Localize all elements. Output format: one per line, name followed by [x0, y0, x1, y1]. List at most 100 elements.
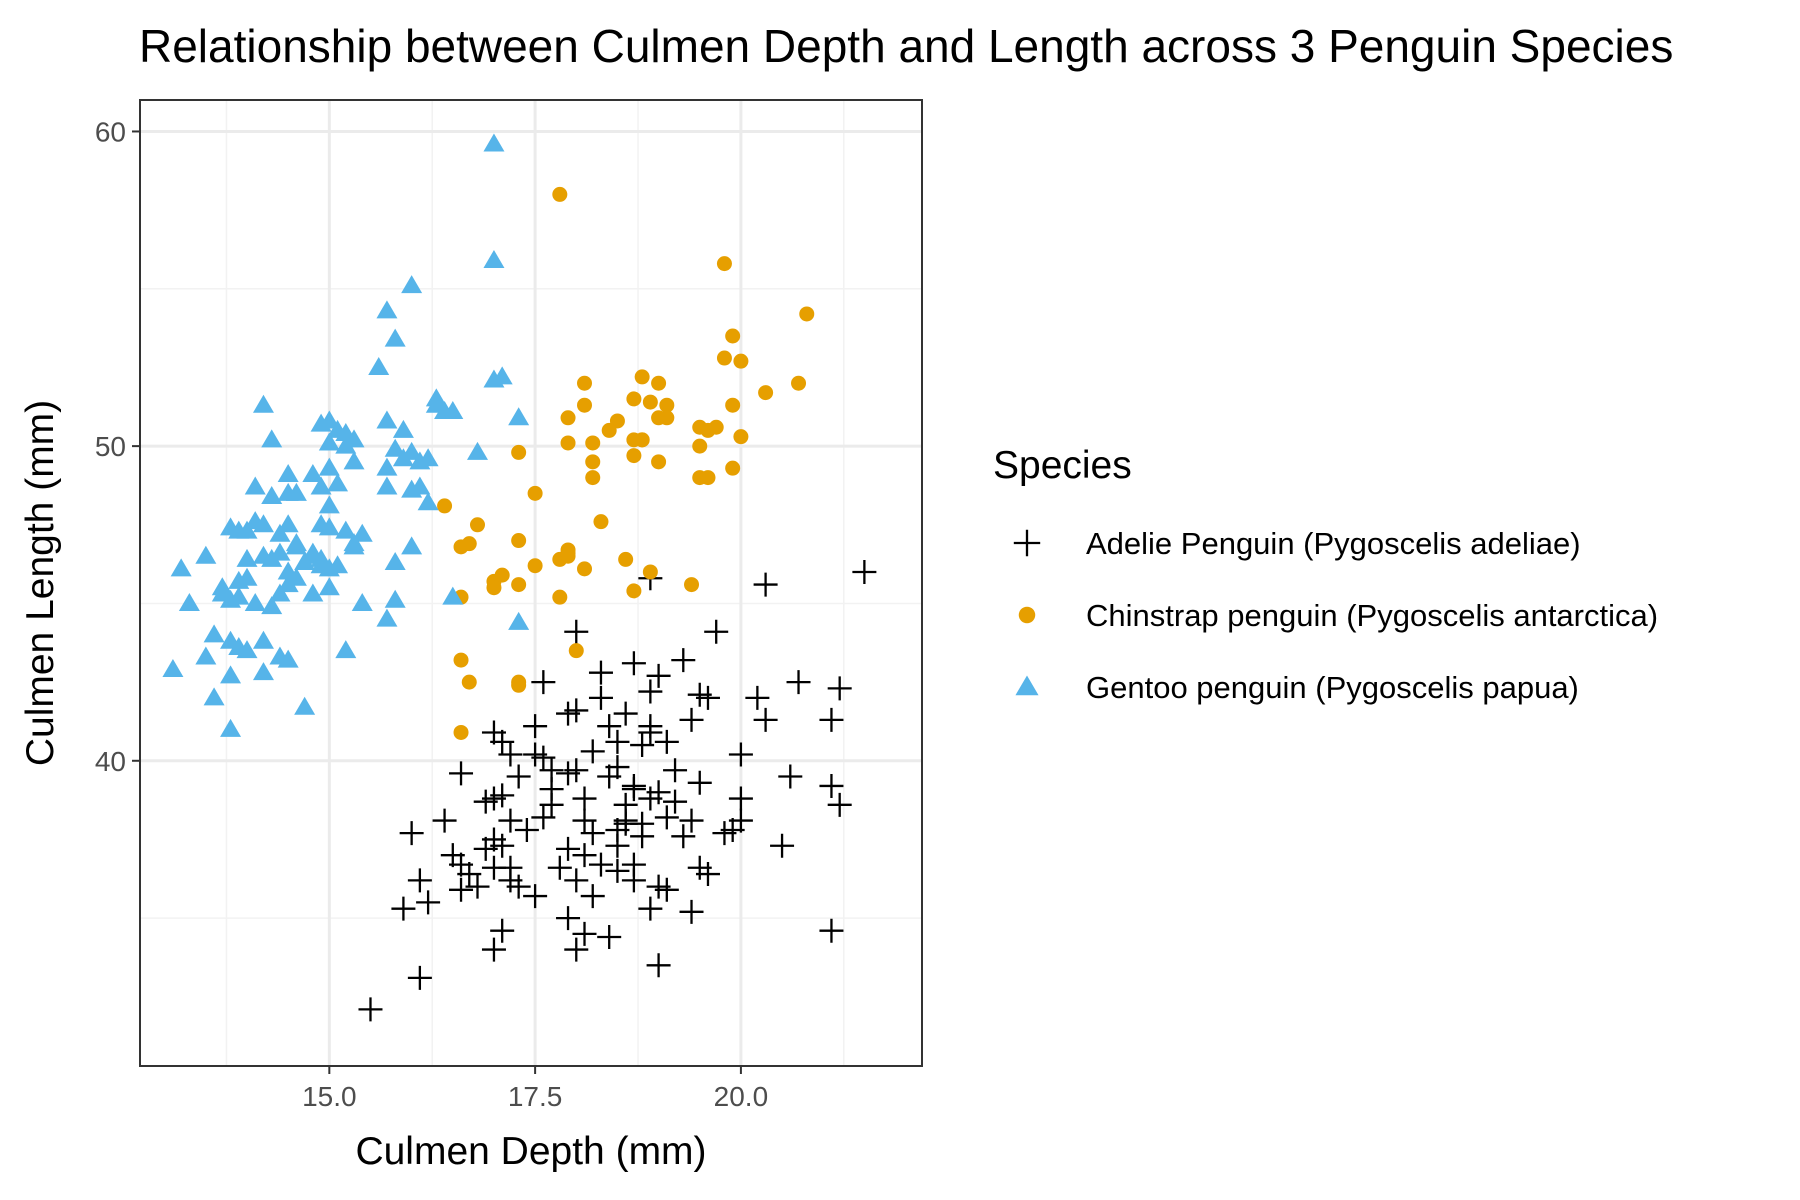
data-point-triangle	[162, 659, 184, 678]
data-point-circle	[716, 256, 732, 272]
data-point-triangle	[401, 275, 423, 294]
data-point-circle	[651, 454, 667, 470]
data-point-triangle	[466, 441, 488, 460]
data-point-circle	[758, 385, 774, 401]
data-point-triangle	[327, 473, 349, 492]
data-point-circle	[626, 391, 642, 407]
data-point-triangle	[220, 718, 242, 737]
legend-key-plus	[1013, 529, 1041, 557]
data-point-plus	[588, 660, 613, 685]
data-point-plus	[498, 808, 523, 833]
data-point-triangle	[285, 482, 307, 501]
data-point-triangle	[236, 548, 258, 567]
legend: Species Adelie Penguin (Pygoscelis adeli…	[993, 444, 1658, 705]
data-point-circle	[461, 674, 477, 690]
data-point-triangle	[195, 646, 217, 665]
data-point-plus	[572, 808, 597, 833]
data-point-circle	[659, 397, 675, 413]
data-point-plus	[687, 770, 712, 795]
data-point-plus	[778, 764, 803, 789]
data-point-plus	[572, 921, 597, 946]
data-point-triangle	[244, 476, 266, 495]
data-point-triangle	[310, 548, 332, 567]
data-point-plus	[671, 648, 696, 673]
data-point-plus	[621, 852, 646, 877]
data-point-plus	[481, 855, 506, 880]
data-point-triangle	[170, 558, 192, 577]
data-point-circle	[716, 350, 732, 366]
data-point-circle	[593, 514, 609, 530]
data-point-triangle	[277, 574, 299, 593]
data-point-plus	[638, 679, 663, 704]
data-point-circle	[733, 353, 749, 369]
data-point-triangle	[384, 552, 406, 571]
legend-label: Gentoo penguin (Pygoscelis papua)	[1086, 670, 1579, 705]
data-point-triangle	[384, 438, 406, 457]
plot-border	[139, 99, 923, 1067]
plot-background	[140, 100, 922, 1066]
data-point-triangle	[252, 394, 274, 413]
data-point-circle	[585, 435, 601, 451]
data-point-plus	[432, 808, 457, 833]
data-point-triangle	[294, 696, 316, 715]
data-point-circle	[577, 375, 593, 391]
data-point-circle	[634, 369, 650, 385]
data-point-circle	[511, 674, 527, 690]
legend-label: Chinstrap penguin (Pygoscelis antarctica…	[1086, 598, 1658, 633]
data-point-plus	[506, 764, 531, 789]
data-point-plus	[753, 572, 778, 597]
data-point-plus	[572, 843, 597, 868]
data-point-plus	[490, 918, 515, 943]
data-point-plus	[819, 918, 844, 943]
data-point-circle	[626, 583, 642, 599]
data-point-circle	[799, 306, 815, 322]
data-point-triangle	[277, 514, 299, 533]
data-point-triangle	[392, 448, 414, 467]
data-point-triangle	[178, 592, 200, 611]
legend-label: Adelie Penguin (Pygoscelis adeliae)	[1086, 526, 1581, 561]
data-point-circle	[511, 444, 527, 460]
data-point-plus	[564, 868, 589, 893]
data-point-triangle	[442, 586, 464, 605]
data-point-plus	[498, 742, 523, 767]
data-point-circle	[560, 435, 576, 451]
data-point-triangle	[269, 523, 291, 542]
data-point-triangle	[302, 463, 324, 482]
data-point-circle	[708, 419, 724, 435]
data-point-plus	[449, 761, 474, 786]
data-point-triangle	[228, 520, 250, 539]
data-point-plus	[695, 685, 720, 710]
data-points	[162, 133, 877, 1022]
data-point-triangle	[483, 133, 505, 152]
data-point-triangle	[335, 435, 357, 454]
data-point-plus	[605, 858, 630, 883]
data-point-plus	[646, 953, 671, 978]
data-point-plus	[827, 792, 852, 817]
data-point-circle	[552, 589, 568, 605]
data-point-triangle	[384, 589, 406, 608]
data-point-plus	[564, 937, 589, 962]
data-point-plus	[605, 729, 630, 754]
data-point-plus	[638, 714, 663, 739]
data-point-plus	[407, 868, 432, 893]
data-point-triangle	[434, 401, 456, 420]
data-point-plus	[416, 890, 441, 915]
data-point-circle	[642, 564, 658, 580]
data-point-triangle	[228, 586, 250, 605]
data-point-triangle	[508, 611, 530, 630]
data-point-circle	[651, 375, 667, 391]
data-point-circle	[585, 470, 601, 486]
data-point-plus	[679, 808, 704, 833]
data-point-plus	[621, 777, 646, 802]
data-point-plus	[564, 758, 589, 783]
data-point-triangle	[351, 523, 373, 542]
data-point-plus	[556, 906, 581, 931]
data-point-circle	[659, 410, 675, 426]
data-point-plus	[745, 685, 770, 710]
data-point-plus	[539, 777, 564, 802]
y-axis-title: Culmen Length (mm)	[19, 400, 62, 766]
data-point-triangle	[195, 545, 217, 564]
data-point-triangle	[318, 457, 340, 476]
data-point-circle	[453, 724, 469, 740]
